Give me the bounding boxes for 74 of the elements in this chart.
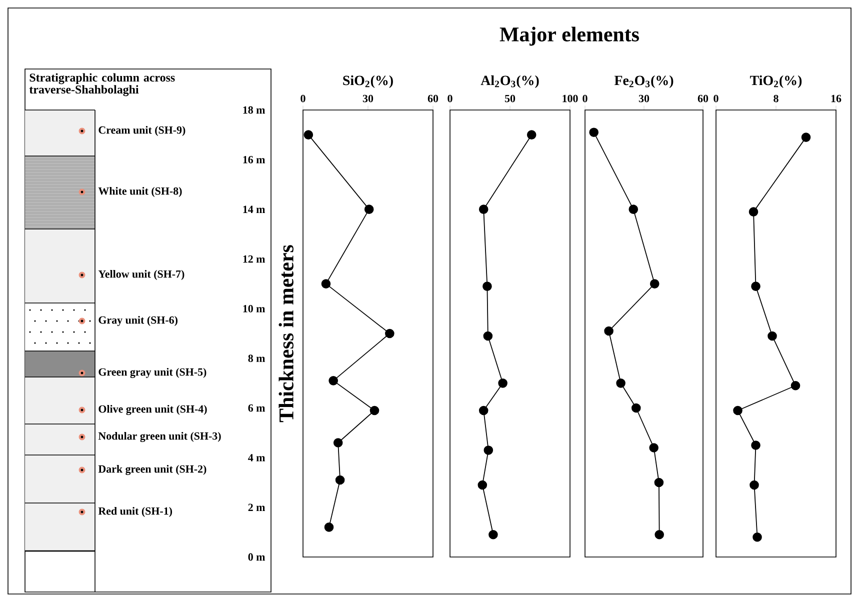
text: Stratigraphic column across traverse-Shahbolaghi [29, 73, 175, 96]
x-axis-title: SiO$_{2}$(%) [343, 75, 393, 88]
y-tick-label: 2 m [248, 504, 266, 511]
point [304, 130, 314, 140]
x-tick-label: 0 [448, 94, 452, 102]
point [650, 279, 660, 288]
point [484, 446, 494, 455]
x-tick-label: 50 [504, 94, 516, 102]
text: Dark green unit (SH-2) [98, 464, 206, 476]
point [790, 380, 800, 390]
point [752, 532, 762, 542]
point [321, 279, 331, 288]
y-tick-label: 6 m [248, 404, 266, 412]
point [364, 204, 374, 214]
point [631, 403, 641, 413]
y-tick-label: 0 m [248, 553, 266, 561]
point [628, 204, 638, 214]
x-tick-label: 60 [428, 94, 438, 102]
text: White unit (SH-8) [98, 187, 182, 197]
point [654, 530, 664, 540]
y-tick-label: 10 m [243, 304, 266, 312]
y-tick-label: 8 m [248, 354, 266, 362]
x-tick-label: 30 [362, 94, 374, 102]
point [324, 522, 334, 532]
x-tick-label: 0 [582, 94, 588, 102]
text: Cream unit (SH-9) [98, 126, 186, 136]
point [478, 406, 488, 416]
x-tick-label: 8 [774, 94, 778, 102]
point [751, 282, 760, 291]
text: Red unit (SH-1) [98, 507, 172, 517]
point [654, 478, 664, 488]
x-axis-title: Fe$_{2}$O$_{3}$(%) [614, 75, 674, 88]
x-axis-title: TiO$_{2}$(%) [750, 75, 802, 88]
point [748, 207, 758, 216]
point [370, 406, 380, 416]
x-tick-label: 0 [714, 94, 718, 102]
point [750, 480, 759, 490]
point [526, 130, 536, 140]
point [385, 328, 394, 338]
point [478, 480, 488, 490]
y-tick-label: 14 m [243, 206, 266, 213]
point [498, 378, 508, 388]
text: Gray unit (SH-6) [98, 316, 178, 326]
point [649, 443, 658, 452]
text: Major elements [500, 26, 639, 46]
y-axis-title: Thickness in meters [278, 245, 294, 422]
x-tick-label: 100 [562, 94, 578, 102]
point [478, 204, 488, 214]
x-tick-label: 60 [698, 94, 708, 102]
point [483, 331, 493, 341]
y-tick-label: 18 m [243, 106, 266, 114]
x-tick-label: 16 [831, 94, 842, 102]
text: Nodular green unit (SH-3) [98, 432, 221, 442]
text: Olive green unit (SH-4) [98, 404, 207, 416]
text: Yellow unit (SH-7) [98, 270, 184, 280]
y-tick-label: 16 m [243, 156, 266, 164]
x-tick-label: 0 [300, 94, 306, 102]
point [589, 128, 599, 137]
point [604, 326, 614, 336]
point [733, 406, 742, 416]
x-tick-label: 30 [638, 94, 650, 102]
point [616, 378, 626, 388]
x-axis-title: Al$_{2}$O$_{3}$(%) [480, 75, 539, 88]
y-tick-label: 4 m [248, 454, 266, 462]
point [333, 438, 343, 448]
point [488, 530, 498, 540]
point [751, 440, 760, 450]
point [335, 475, 345, 485]
point [328, 376, 338, 386]
point [482, 282, 492, 291]
point [768, 331, 777, 341]
text: Green gray unit (SH-5) [98, 368, 206, 378]
point [801, 132, 811, 142]
y-tick-label: 12 m [243, 255, 266, 263]
